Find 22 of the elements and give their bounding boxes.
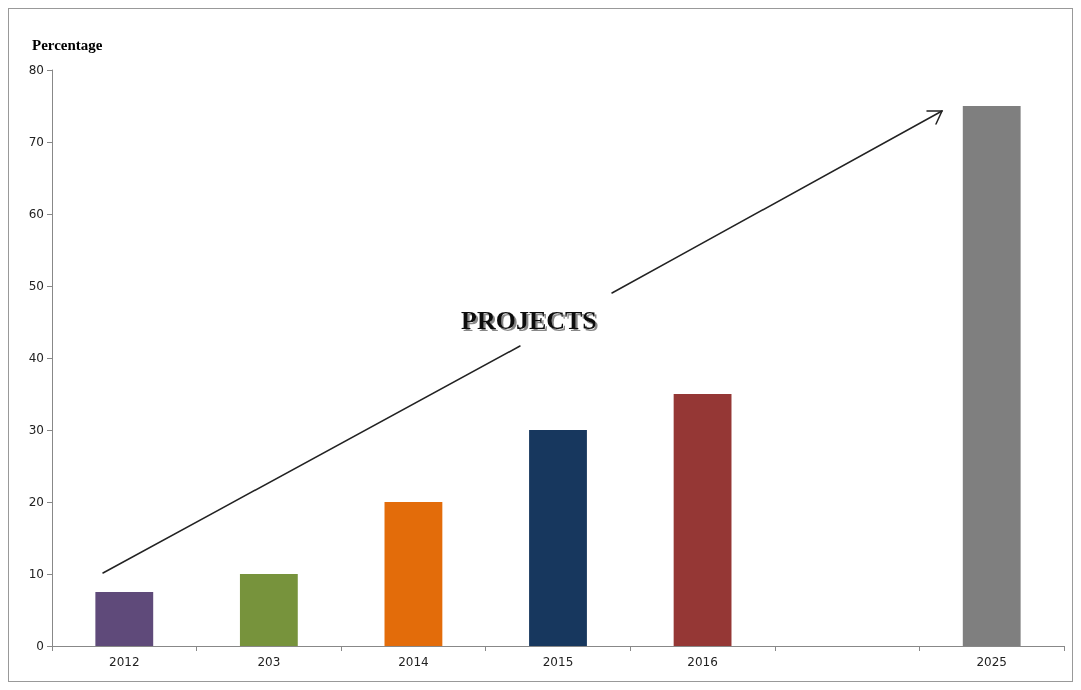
- y-tick-label: 50: [28, 279, 44, 293]
- bar: [239, 574, 298, 646]
- bar: [673, 394, 732, 646]
- x-tick-label: 2015: [542, 655, 574, 669]
- y-tick-label: 20: [28, 495, 44, 509]
- y-tick-label: 0: [36, 639, 44, 653]
- x-tick-label: 2025: [976, 655, 1007, 669]
- y-tick-label: 70: [28, 135, 44, 149]
- y-axis-title: Percentage: [32, 36, 103, 53]
- y-tick-label: 60: [28, 207, 44, 221]
- annotation: PROJECTS: [461, 305, 597, 335]
- x-tick-label: 203: [257, 655, 281, 669]
- x-tick-label: 2012: [109, 655, 140, 669]
- bar: [95, 592, 154, 646]
- y-tick-label: 80: [28, 63, 44, 77]
- bar: [529, 430, 587, 646]
- y-tick-label: 40: [28, 351, 44, 365]
- x-tick-label: 2014: [398, 655, 429, 669]
- bar: [384, 502, 443, 646]
- y-tick-label: 30: [28, 423, 44, 437]
- y-tick-label: 10: [28, 567, 44, 581]
- x-tick-label: 2016: [687, 655, 718, 669]
